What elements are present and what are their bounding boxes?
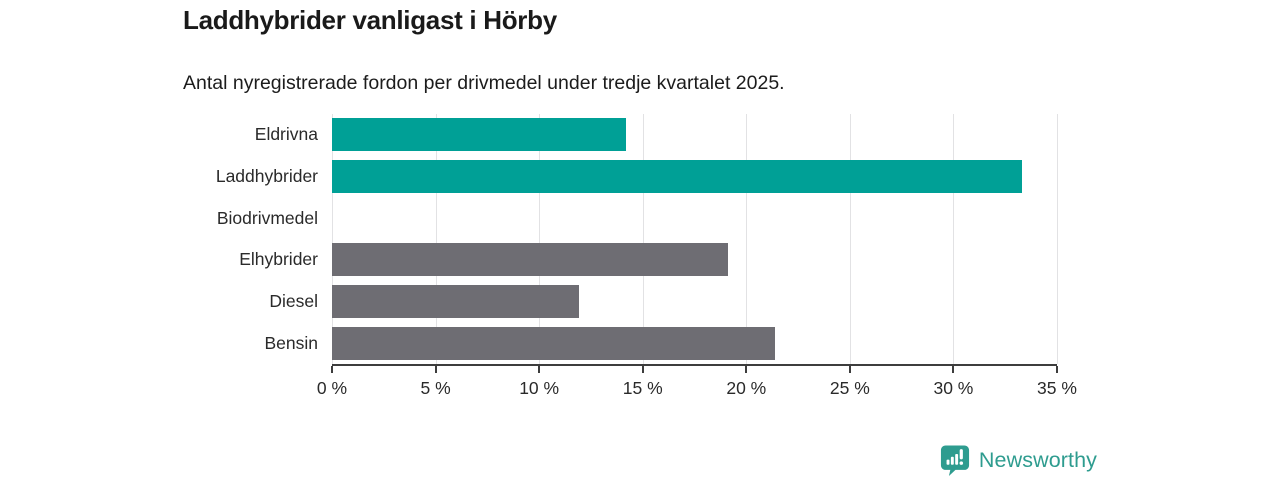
axis-tick-label-15: 15 %: [622, 378, 663, 398]
axis-tick-35: [1056, 366, 1058, 373]
bar-chart: Eldrivna Laddhybrider Biodrivmedel Elhybrid…: [183, 114, 1083, 408]
chart-row-elhybrider: [332, 239, 1057, 281]
gridline-0: [332, 114, 333, 364]
category-label-elhybrider: Elhybrider: [239, 249, 318, 270]
category-label-diesel: Diesel: [269, 290, 318, 311]
gridline-5: [435, 114, 437, 364]
bar-diesel: [332, 284, 579, 318]
gridline-30: [953, 114, 955, 364]
gridline-20: [746, 114, 748, 364]
chart-row-diesel: [332, 281, 1057, 323]
gridline-25: [849, 114, 851, 364]
page-title: Laddhybrider vanligast i Hörby: [183, 5, 557, 35]
axis-tick-25: [848, 366, 851, 373]
category-label-laddhybrider: Laddhybrider: [215, 165, 318, 186]
newsworthy-bubble-barchart-icon: [940, 444, 970, 477]
chart-row-biodrivmedel: [332, 197, 1057, 239]
axis-tick-label-10: 10 %: [519, 378, 560, 398]
category-label-eldrivna: Eldrivna: [254, 124, 318, 145]
brand-name: Newsworthy: [978, 448, 1097, 472]
bar-laddhybrider: [332, 159, 1022, 193]
category-label-bensin: Bensin: [264, 332, 318, 353]
axis-tick-10: [538, 366, 541, 373]
gridline-35: [1057, 114, 1058, 364]
category-label-biodrivmedel: Biodrivmedel: [216, 207, 318, 228]
bar-eldrivna: [332, 118, 627, 152]
axis-tick-label-35: 35 %: [1037, 378, 1077, 398]
axis-tick-20: [745, 366, 748, 373]
bar-rows: [332, 114, 1057, 364]
bar-elhybrider: [332, 243, 728, 277]
axis-tick-5: [434, 366, 437, 373]
axis-tick-label-25: 25 %: [829, 378, 870, 398]
axis-tick-label-20: 20 %: [726, 378, 767, 398]
gridline-15: [642, 114, 644, 364]
axis-tick-15: [641, 366, 644, 373]
gridline-10: [539, 114, 541, 364]
chart-row-laddhybrider: [332, 156, 1057, 198]
chart-header: Laddhybrider vanligast i Hörby Antal nyr…: [0, 0, 1280, 95]
axis-tick-0: [331, 366, 333, 373]
newsworthy-logo: Newsworthy: [940, 444, 1097, 477]
axis-tick-label-30: 30 %: [933, 378, 974, 398]
axis-tick-label-5: 5 %: [420, 378, 451, 398]
category-labels-column: Eldrivna Laddhybrider Biodrivmedel Elhybrid…: [183, 114, 332, 364]
chart-subtitle: Antal nyregistrerade fordon per drivmede…: [183, 71, 785, 94]
chart-row-bensin: [332, 322, 1057, 364]
x-axis: 0 % 5 % 10 % 15 % 20 % 25 % 30 % 35 %: [317, 364, 1077, 408]
axis-tick-label-0: 0 %: [316, 378, 348, 398]
bar-bensin: [332, 326, 776, 360]
chart-row-eldrivna: [332, 114, 1057, 156]
axis-tick-30: [952, 366, 955, 373]
plot-area: [332, 114, 1058, 364]
